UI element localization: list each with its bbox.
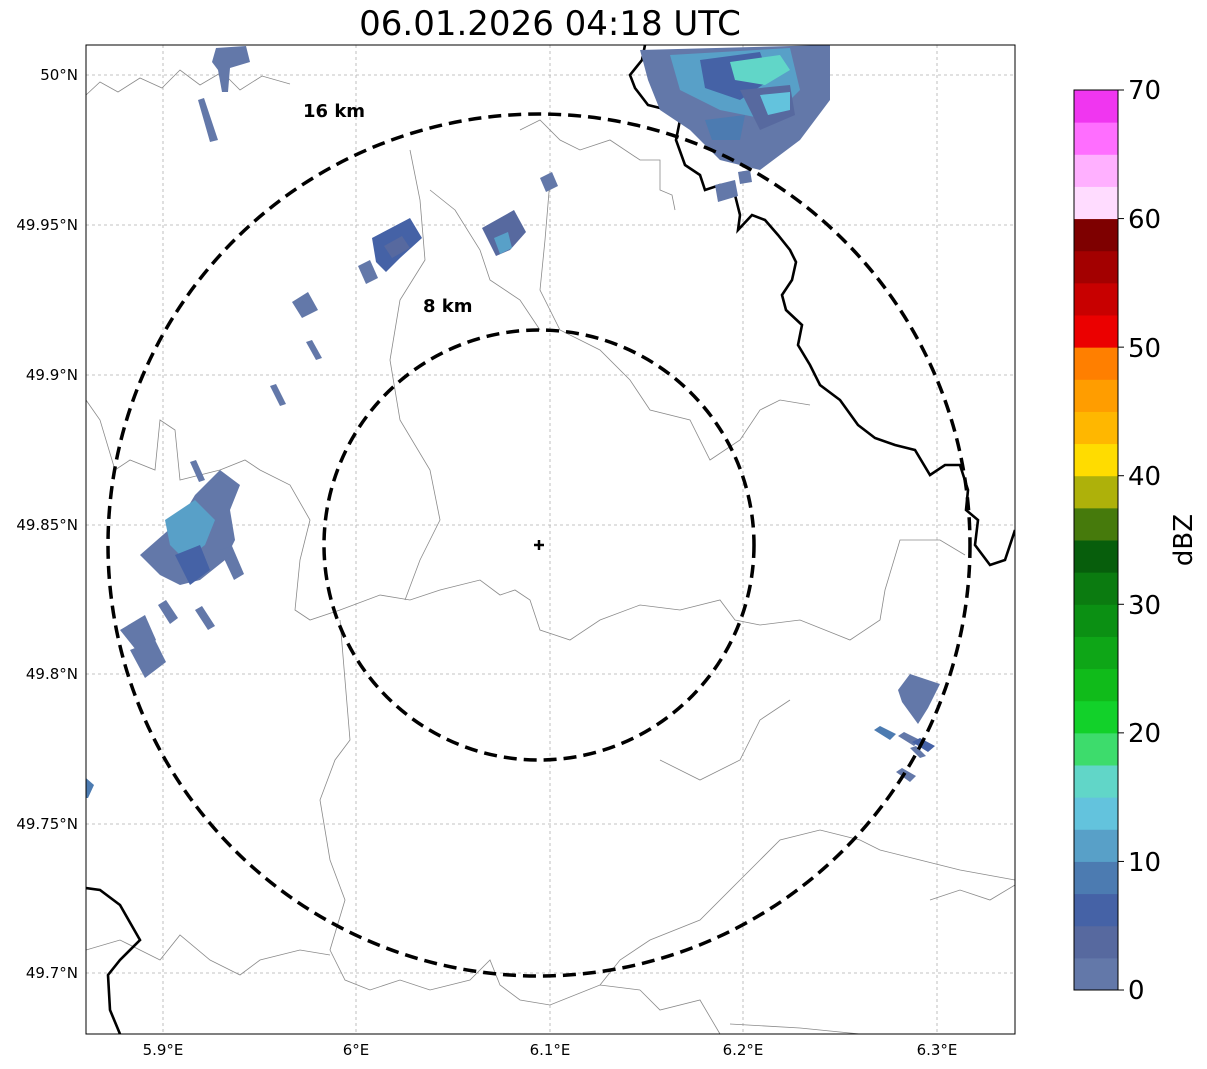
x-tick-label: 6.3°E xyxy=(917,1041,958,1059)
x-axis-ticks: 5.9°E 6°E 6.1°E 6.2°E 6.3°E xyxy=(143,1041,958,1059)
colorbar-segment xyxy=(1074,700,1118,734)
map-title: 06.01.2026 04:18 UTC xyxy=(359,4,741,44)
colorbar-segment xyxy=(1074,636,1118,670)
y-tick-label: 49.85°N xyxy=(16,516,78,534)
colorbar-segment xyxy=(1074,957,1118,991)
colorbar-segment xyxy=(1074,797,1118,830)
y-tick-label: 49.95°N xyxy=(16,216,78,234)
echo-cluster-northeast xyxy=(640,45,830,202)
colorbar-segment xyxy=(1074,186,1118,220)
echo-small-2 xyxy=(292,292,318,318)
gridlines xyxy=(86,45,1015,1034)
echo-cluster-west xyxy=(120,460,244,678)
colorbar-tick-label: 40 xyxy=(1128,462,1161,492)
colorbar-segment xyxy=(1074,411,1118,445)
echo-cluster-east xyxy=(874,674,940,782)
colorbar-segment xyxy=(1074,443,1118,477)
colorbar-ticks: 0 10 20 30 40 50 60 70 xyxy=(1128,76,1161,1006)
range-ring-8km xyxy=(322,328,756,762)
x-tick-label: 6.2°E xyxy=(723,1041,764,1059)
y-tick-label: 49.7°N xyxy=(26,964,78,982)
colorbar-segment xyxy=(1074,475,1118,509)
colorbar-segment xyxy=(1074,893,1118,927)
y-tick-label: 50°N xyxy=(40,66,78,84)
x-tick-label: 5.9°E xyxy=(143,1041,184,1059)
echo-small-5 xyxy=(86,778,94,798)
colorbar-tick-label: 70 xyxy=(1128,76,1161,106)
colorbar-tick-label: 50 xyxy=(1128,334,1161,364)
y-tick-label: 49.9°N xyxy=(26,366,78,384)
admin-boundaries xyxy=(86,69,1015,1034)
colorbar xyxy=(1073,89,1124,991)
colorbar-frame xyxy=(1073,89,1119,991)
radar-center-cross-icon xyxy=(534,540,544,550)
echo-top-strip-2 xyxy=(198,98,218,142)
y-axis-ticks: 50°N 49.95°N 49.9°N 49.85°N 49.8°N 49.75… xyxy=(16,66,78,982)
range-ring-label-16km: 16 km xyxy=(303,101,365,122)
colorbar-segment xyxy=(1074,250,1118,284)
range-ring-16km xyxy=(106,112,972,978)
colorbar-segment xyxy=(1074,122,1118,155)
colorbar-segment xyxy=(1074,765,1118,798)
colorbar-segment xyxy=(1074,732,1118,766)
colorbar-segment xyxy=(1074,861,1118,895)
colorbar-segment xyxy=(1074,668,1118,702)
colorbar-segment xyxy=(1074,282,1118,316)
x-tick-label: 6°E xyxy=(343,1041,370,1059)
echo-small-4 xyxy=(270,384,286,406)
colorbar-segment xyxy=(1074,925,1118,959)
colorbar-segment xyxy=(1074,347,1118,380)
x-tick-label: 6.1°E xyxy=(530,1041,571,1059)
range-rings xyxy=(106,112,972,978)
colorbar-segment xyxy=(1074,507,1118,541)
colorbar-segment xyxy=(1074,154,1118,187)
colorbar-segment xyxy=(1074,315,1118,348)
echo-small-3 xyxy=(306,340,322,360)
range-ring-label-8km: 8 km xyxy=(423,296,473,317)
colorbar-segment xyxy=(1074,829,1118,862)
colorbar-segment xyxy=(1074,90,1118,123)
echo-top-strip-1 xyxy=(212,46,250,92)
map-area[interactable] xyxy=(86,45,1015,1034)
radar-echoes xyxy=(86,45,940,798)
colorbar-tick-label: 60 xyxy=(1128,205,1161,235)
colorbar-label: dBZ xyxy=(1169,514,1199,566)
colorbar-tick-label: 0 xyxy=(1128,976,1145,1006)
echo-small-1 xyxy=(540,172,558,192)
colorbar-segment xyxy=(1074,604,1118,637)
colorbar-segment xyxy=(1074,218,1118,252)
y-tick-label: 49.75°N xyxy=(16,815,78,833)
colorbar-tick-label: 10 xyxy=(1128,848,1161,878)
colorbar-segment xyxy=(1074,540,1118,573)
colorbar-segment xyxy=(1074,379,1118,412)
colorbar-tick-label: 20 xyxy=(1128,719,1161,749)
colorbar-tick-label: 30 xyxy=(1128,591,1161,621)
echo-cluster-north xyxy=(358,210,526,284)
colorbar-segment xyxy=(1074,572,1118,605)
y-tick-label: 49.8°N xyxy=(26,665,78,683)
